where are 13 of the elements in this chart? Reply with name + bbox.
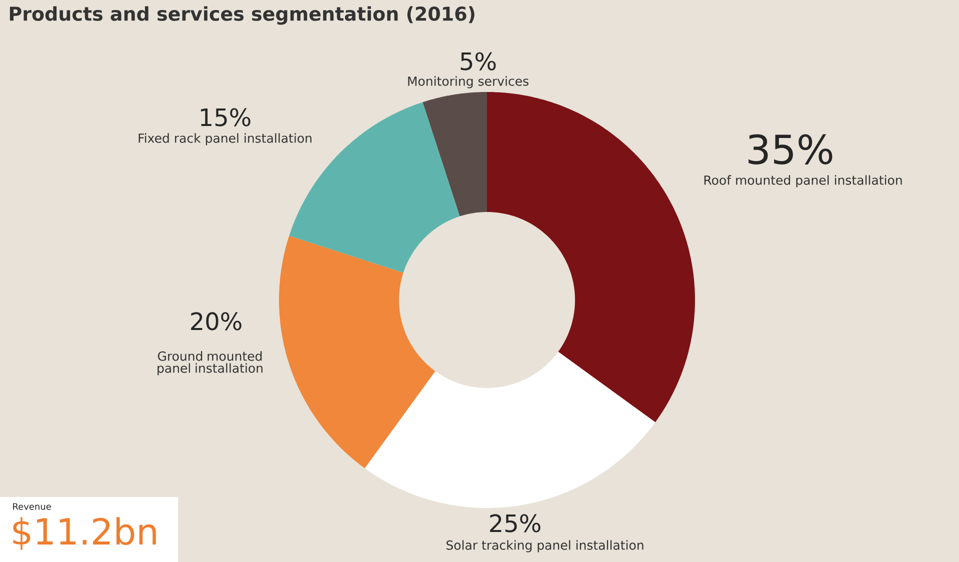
data-label: 25%	[490, 514, 540, 532]
data-label: 5%	[460, 52, 496, 70]
data-label: 15%	[200, 108, 250, 126]
data-label: 20%	[191, 312, 242, 330]
text: $11.2bn	[13, 517, 156, 550]
slice-label: Ground mounted panel installation	[158, 351, 262, 376]
slice-label: Fixed rack panel installation	[138, 133, 312, 146]
data-label: 35%	[748, 134, 832, 164]
chart-title: Products and services segmentation (2016)	[10, 6, 474, 25]
slice-label: Roof mounted panel installation	[704, 175, 902, 188]
text: Revenue	[13, 503, 51, 510]
slice-label: Monitoring services	[408, 76, 528, 88]
slice-label: Solar tracking panel installation	[446, 540, 644, 552]
